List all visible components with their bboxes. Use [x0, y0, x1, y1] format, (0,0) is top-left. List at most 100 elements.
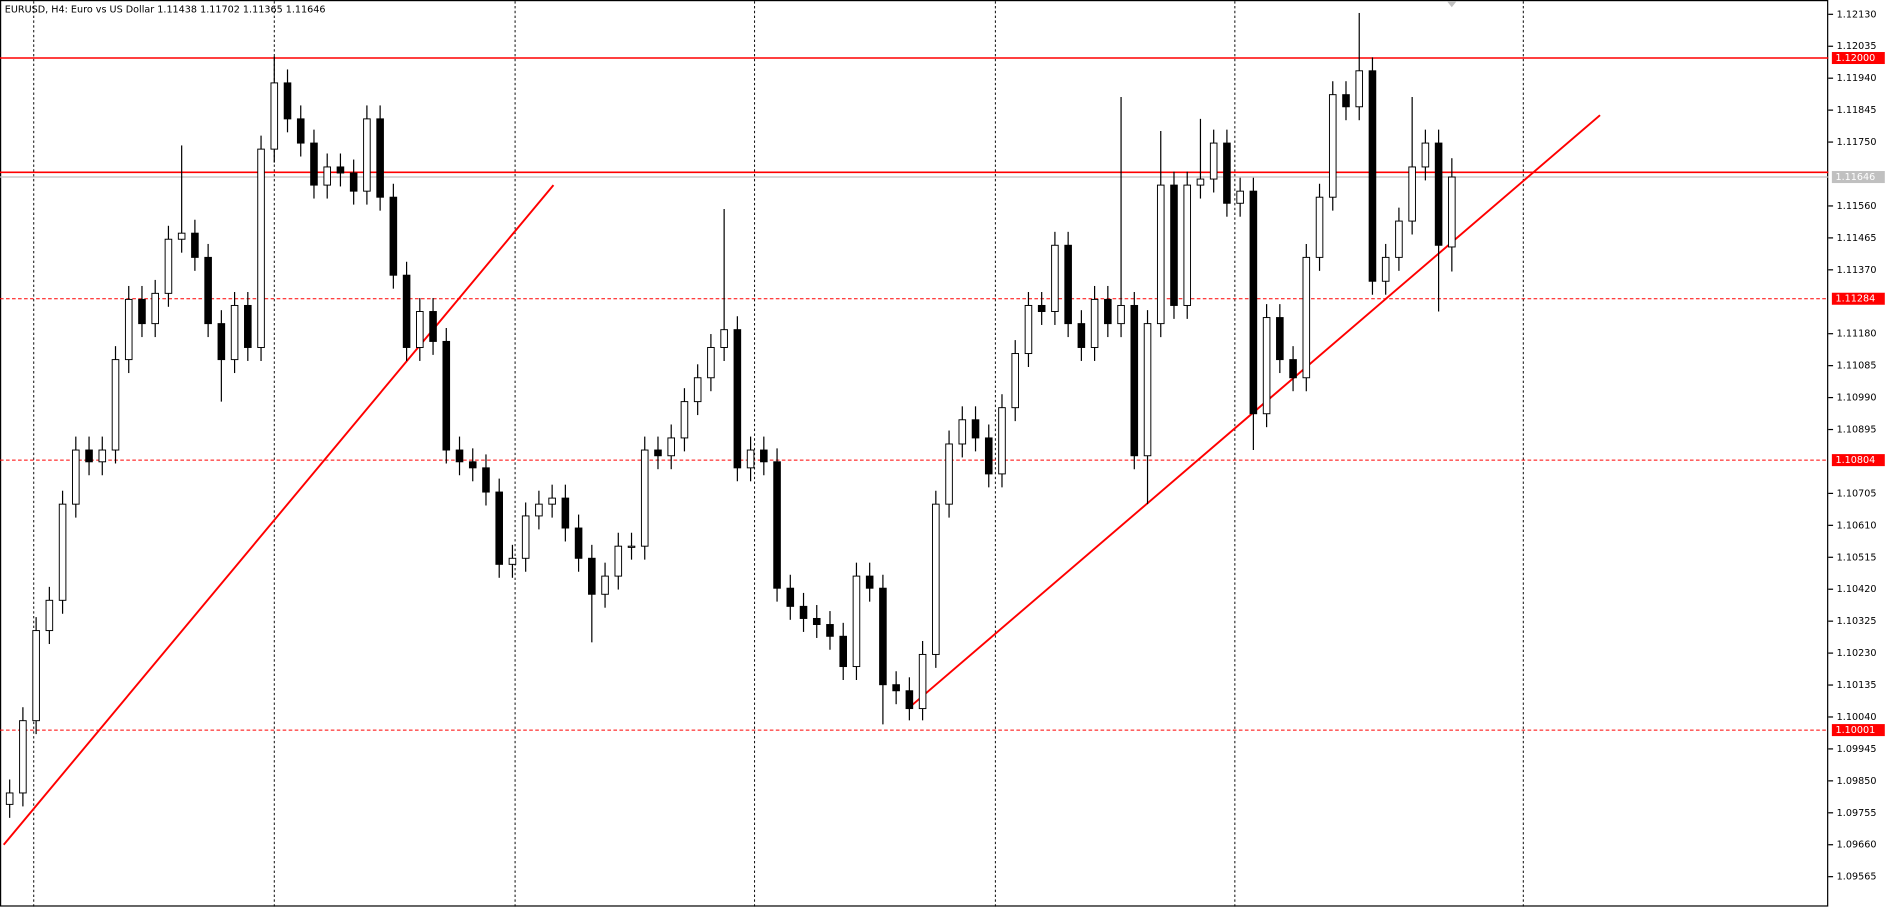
candle-body	[1342, 94, 1350, 108]
candle-body	[1368, 70, 1377, 282]
y-tick-label: 1.10420	[1837, 584, 1877, 595]
candle-body	[1262, 317, 1271, 415]
candle-body	[1130, 304, 1139, 457]
candle-body	[998, 407, 1006, 475]
shift-marker	[1446, 1, 1457, 8]
y-tick-label: 1.11940	[1837, 73, 1877, 84]
y-tick-label: 1.11845	[1837, 105, 1877, 116]
candle-body	[429, 311, 437, 342]
candle-body	[707, 347, 715, 379]
candle-body	[1196, 178, 1205, 186]
candle-body	[984, 437, 993, 475]
candle-body	[442, 340, 451, 451]
candle-body	[786, 587, 795, 607]
candle-body	[468, 461, 477, 469]
candle-body	[111, 359, 120, 451]
candle-body	[495, 491, 503, 565]
candle-body	[680, 401, 689, 439]
candle-body	[389, 196, 398, 276]
candle-body	[746, 449, 755, 469]
candle-body	[164, 238, 173, 294]
candle-body	[1209, 142, 1218, 180]
candle-body	[177, 232, 186, 240]
candle-body	[283, 82, 292, 120]
candle-body	[58, 503, 67, 601]
candle-body	[614, 545, 623, 577]
y-tick-label: 1.12035	[1837, 41, 1877, 52]
candle-body	[1328, 94, 1337, 198]
candle-body	[1090, 298, 1099, 348]
candle-body	[1236, 190, 1244, 204]
candle-body	[1289, 359, 1297, 379]
y-tick-label: 1.10325	[1837, 616, 1877, 627]
level-label-box	[1831, 724, 1885, 737]
candle-body	[1117, 304, 1125, 325]
candle-body	[230, 304, 239, 361]
candle-body	[879, 587, 887, 686]
candle-body	[1249, 190, 1258, 415]
y-tick-label: 1.10990	[1837, 393, 1877, 404]
candle-body	[310, 142, 318, 186]
candle-body	[124, 298, 133, 361]
candle-body	[773, 461, 781, 589]
candle-body	[323, 166, 331, 186]
candle-body	[1143, 323, 1152, 457]
candle-body	[588, 557, 596, 595]
candle-body	[482, 467, 490, 493]
level-label-box	[1831, 454, 1885, 467]
candle-body	[1395, 220, 1403, 258]
y-tick-label: 1.10135	[1837, 680, 1877, 691]
level-label-box	[1831, 292, 1885, 305]
candle-body	[548, 497, 556, 505]
candle-body	[508, 557, 517, 565]
y-tick-label: 1.10610	[1837, 520, 1877, 531]
candle-body	[971, 419, 980, 439]
candle-body	[574, 527, 583, 559]
level-label: 1.12000	[1835, 53, 1875, 64]
candle-body	[98, 449, 107, 463]
bid-label-box	[1831, 171, 1885, 184]
candle-body	[1381, 256, 1390, 282]
bid-label: 1.11646	[1835, 172, 1875, 183]
y-tick-label: 1.09850	[1837, 776, 1877, 787]
candle-body	[204, 256, 212, 325]
candle-body	[1077, 323, 1086, 348]
candle-body	[865, 575, 874, 589]
candle-body	[138, 298, 146, 325]
candle-body	[270, 82, 279, 150]
candle-body	[693, 377, 702, 403]
candle-body	[627, 545, 636, 548]
y-tick-label: 1.09755	[1837, 808, 1877, 819]
candle-body	[455, 449, 464, 463]
candle-body	[1302, 256, 1311, 379]
candle-body	[1448, 176, 1456, 248]
candle-body	[640, 449, 649, 547]
candle-body	[1170, 184, 1178, 306]
trend-line	[2, 184, 555, 846]
candle-body	[535, 503, 543, 517]
candle-body	[945, 443, 953, 505]
candle-body	[257, 148, 265, 348]
candle-body	[905, 690, 914, 710]
y-tick-label: 1.12130	[1837, 9, 1877, 20]
candle-body	[561, 497, 570, 529]
candle-body	[799, 605, 808, 619]
candle-body	[760, 449, 768, 463]
level-label: 1.10001	[1835, 725, 1875, 736]
candle-body	[1051, 244, 1059, 312]
candle-body	[349, 172, 358, 192]
y-tick-label: 1.10515	[1837, 552, 1877, 563]
candle-body	[217, 323, 226, 361]
y-tick-label: 1.11085	[1837, 361, 1877, 372]
candle-body	[852, 575, 861, 668]
candle-body	[918, 653, 927, 710]
level-label-box	[1831, 52, 1885, 65]
y-tick-label: 1.10040	[1837, 712, 1877, 723]
y-tick-label: 1.11560	[1837, 201, 1877, 212]
candle-body	[1408, 166, 1416, 222]
candle-body	[932, 503, 940, 655]
candle-body	[601, 575, 609, 595]
candle-body	[1315, 196, 1324, 258]
candle-body	[521, 515, 530, 559]
